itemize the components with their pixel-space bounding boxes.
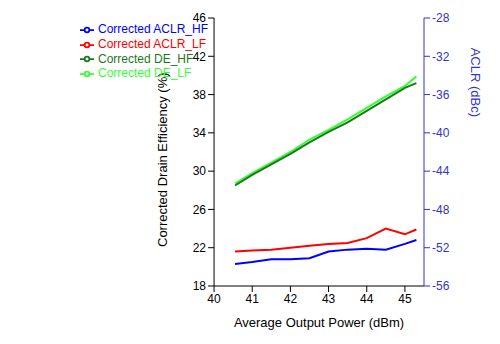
svg-text:45: 45 <box>398 292 412 306</box>
html-text:Corrected DE_HF: Corrected DE_HF <box>98 51 194 66</box>
svg-text:Corrected Drain Efficiency (%): Corrected Drain Efficiency (%) <box>155 72 170 247</box>
html-text:Corrected ACLR_LF: Corrected ACLR_LF <box>98 36 206 51</box>
svg-text:-52: -52 <box>432 241 450 255</box>
html-text:Corrected ACLR_HF: Corrected ACLR_HF <box>98 22 208 36</box>
svg-text:18: 18 <box>193 279 207 293</box>
svg-text:26: 26 <box>193 203 207 217</box>
svg-text:40: 40 <box>207 292 221 306</box>
svg-text:43: 43 <box>322 292 336 306</box>
svg-text:-32: -32 <box>432 50 450 64</box>
svg-text:-44: -44 <box>432 164 450 178</box>
svg-text:-28: -28 <box>432 11 450 25</box>
svg-text:46: 46 <box>193 11 207 25</box>
svg-text:22: 22 <box>193 241 207 255</box>
html-text:Corrected DE_LF: Corrected DE_LF <box>98 66 192 81</box>
svg-text:-48: -48 <box>432 203 450 217</box>
svg-text:42: 42 <box>284 292 298 306</box>
svg-text:34: 34 <box>193 126 207 140</box>
svg-text:44: 44 <box>360 292 374 306</box>
svg-text:38: 38 <box>193 88 207 102</box>
svg-text:30: 30 <box>193 164 207 178</box>
svg-text:Average Output Power (dBm): Average Output Power (dBm) <box>234 315 404 330</box>
svg-text:ACLR (dBc): ACLR (dBc) <box>468 48 483 117</box>
svg-text:41: 41 <box>246 292 260 306</box>
svg-text:-40: -40 <box>432 126 450 140</box>
svg-text:42: 42 <box>193 50 207 64</box>
svg-text:-36: -36 <box>432 88 450 102</box>
svg-text:-56: -56 <box>432 279 450 293</box>
